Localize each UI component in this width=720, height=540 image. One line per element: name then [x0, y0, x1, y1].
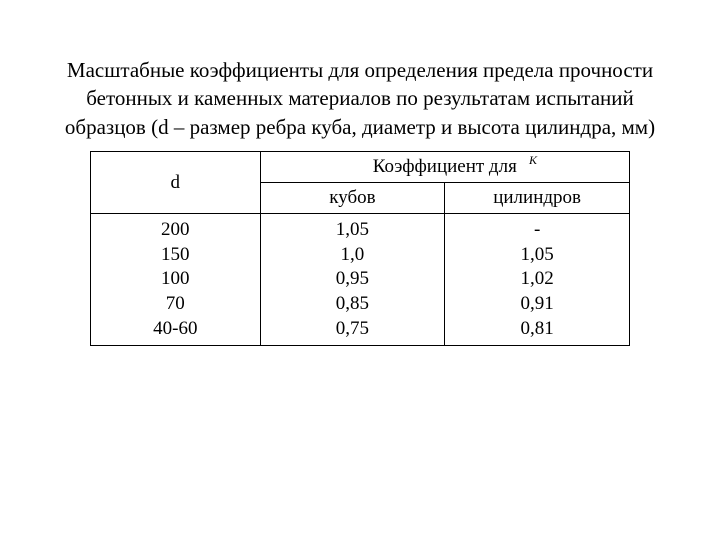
cell-d: 200 150 100 70 40-60 [91, 214, 261, 346]
page-title: Масштабные коэффициенты для определения … [0, 56, 720, 141]
cube-value: 0,95 [267, 267, 439, 292]
cell-cubes: 1,05 1,0 0,95 0,85 0,75 [260, 214, 445, 346]
header-coefficient-symbol: K [529, 153, 537, 168]
cube-value: 1,05 [267, 218, 439, 243]
table-body: 200 150 100 70 40-60 1,05 1,0 0,95 0,85 … [91, 214, 630, 346]
d-value: 100 [97, 267, 254, 292]
d-value: 200 [97, 218, 254, 243]
coefficients-table: d Коэффициент для K кубов цилиндров 200 … [90, 151, 630, 346]
cell-cylinders: - 1,05 1,02 0,91 0,81 [445, 214, 630, 346]
cyl-value: - [451, 218, 623, 243]
d-value: 70 [97, 292, 254, 317]
header-cubes: кубов [260, 183, 445, 214]
cyl-value: 0,81 [451, 317, 623, 342]
d-value: 150 [97, 243, 254, 268]
header-coefficient: Коэффициент для K [260, 152, 629, 183]
cube-value: 0,85 [267, 292, 439, 317]
d-value: 40-60 [97, 317, 254, 342]
header-cylinders: цилиндров [445, 183, 630, 214]
table-head: d Коэффициент для K кубов цилиндров [91, 152, 630, 214]
cyl-value: 1,05 [451, 243, 623, 268]
cube-value: 0,75 [267, 317, 439, 342]
table-row: 200 150 100 70 40-60 1,05 1,0 0,95 0,85 … [91, 214, 630, 346]
cube-value: 1,0 [267, 243, 439, 268]
cyl-value: 1,02 [451, 267, 623, 292]
header-d: d [91, 152, 261, 214]
cyl-value: 0,91 [451, 292, 623, 317]
header-coefficient-label: Коэффициент для [373, 156, 517, 177]
table-container: d Коэффициент для K кубов цилиндров 200 … [0, 151, 720, 346]
